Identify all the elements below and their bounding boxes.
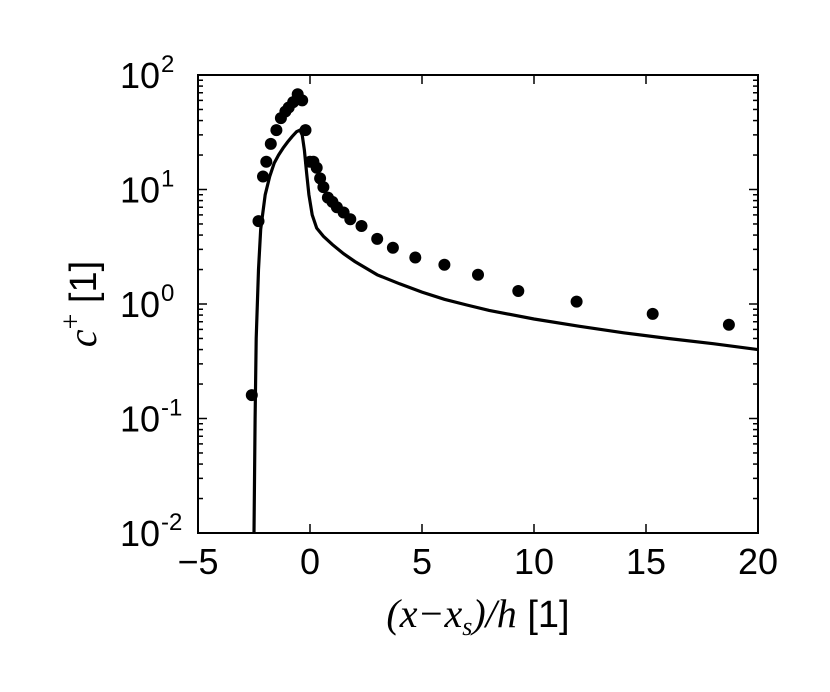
data-point: [299, 124, 312, 137]
x-tick-label: 10: [514, 541, 554, 582]
data-point: [257, 170, 269, 183]
x-axis-label: (x−xs)/h [1]: [386, 591, 569, 641]
data-point: [260, 155, 273, 168]
data-point: [264, 137, 277, 150]
data-point: [722, 318, 735, 331]
series-points: [245, 88, 735, 402]
y-tick-exponent: -2: [161, 509, 182, 536]
data-point: [512, 285, 525, 297]
plot-content: [245, 88, 758, 533]
data-point: [472, 268, 484, 281]
data-point: [310, 161, 323, 174]
data-point: [245, 389, 258, 402]
x-tick-label: 20: [738, 541, 778, 582]
y-tick-label: 10: [120, 399, 160, 440]
y-tick-label: 10: [120, 513, 160, 554]
data-point: [646, 307, 659, 320]
data-point: [371, 232, 384, 245]
y-tick-exponent: 2: [161, 51, 174, 78]
data-point: [355, 220, 368, 232]
y-axis-label: c+ [1]: [56, 261, 105, 347]
y-tick-label: 10: [120, 284, 160, 325]
data-point: [317, 181, 330, 194]
y-tick-exponent: 0: [161, 280, 174, 307]
x-tick-label: 15: [626, 541, 666, 582]
data-point: [409, 251, 422, 264]
data-point: [270, 124, 283, 137]
y-tick-label: 10: [120, 55, 160, 96]
series-line: [252, 127, 758, 533]
data-point: [344, 213, 357, 226]
data-point: [252, 215, 265, 228]
x-tick-label: 5: [412, 541, 432, 582]
x-tick-label: 0: [300, 541, 320, 582]
y-tick-exponent: 1: [161, 166, 174, 193]
data-point: [296, 94, 309, 107]
data-point: [438, 258, 451, 271]
tick-marks: [197, 74, 759, 534]
x-tick-label: −5: [177, 541, 218, 582]
data-point: [386, 241, 399, 254]
plot-area: [197, 74, 759, 534]
y-tick-exponent: -1: [161, 395, 182, 422]
y-tick-label: 10: [120, 170, 160, 211]
data-point: [570, 295, 583, 308]
